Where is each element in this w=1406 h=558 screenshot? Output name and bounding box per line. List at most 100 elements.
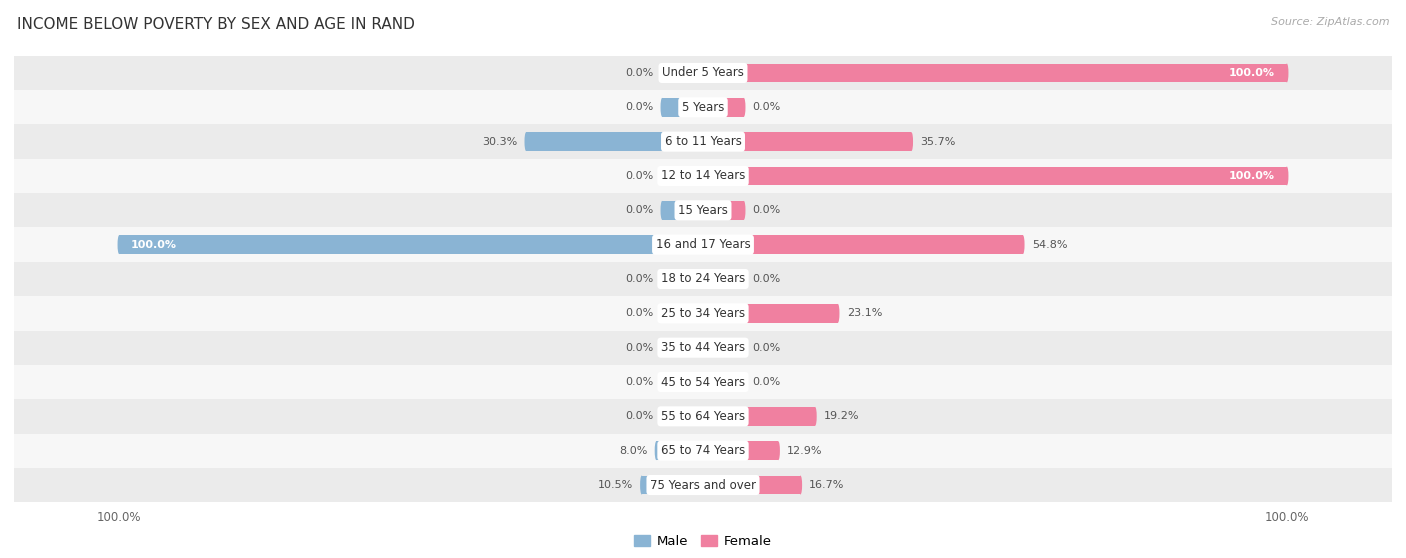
Text: 6 to 11 Years: 6 to 11 Years <box>665 135 741 148</box>
Bar <box>703 201 744 220</box>
Text: 54.8%: 54.8% <box>1032 240 1067 249</box>
Text: 0.0%: 0.0% <box>626 68 654 78</box>
Bar <box>662 64 703 83</box>
Bar <box>662 407 703 426</box>
Text: 15 Years: 15 Years <box>678 204 728 217</box>
Text: 25 to 34 Years: 25 to 34 Years <box>661 307 745 320</box>
Bar <box>703 441 779 460</box>
Bar <box>662 201 703 220</box>
Circle shape <box>1285 166 1288 185</box>
Circle shape <box>661 64 664 83</box>
Text: 35.7%: 35.7% <box>920 137 956 147</box>
Circle shape <box>661 304 664 323</box>
Text: 0.0%: 0.0% <box>752 205 780 215</box>
Bar <box>703 98 744 117</box>
Bar <box>662 166 703 185</box>
Text: 23.1%: 23.1% <box>846 309 882 318</box>
Text: 19.2%: 19.2% <box>824 411 859 421</box>
Bar <box>703 407 815 426</box>
Text: Source: ZipAtlas.com: Source: ZipAtlas.com <box>1271 17 1389 27</box>
Bar <box>703 338 744 357</box>
Bar <box>703 64 1286 83</box>
Bar <box>703 373 744 392</box>
Bar <box>662 373 703 392</box>
Legend: Male, Female: Male, Female <box>628 530 778 554</box>
Bar <box>0 262 1406 296</box>
Circle shape <box>661 407 664 426</box>
Circle shape <box>1021 235 1025 254</box>
Bar <box>0 330 1406 365</box>
Text: 0.0%: 0.0% <box>626 411 654 421</box>
Circle shape <box>1285 64 1288 83</box>
Bar <box>703 166 1286 185</box>
Circle shape <box>661 166 664 185</box>
Text: 12 to 14 Years: 12 to 14 Years <box>661 170 745 182</box>
Bar <box>0 399 1406 434</box>
Text: 65 to 74 Years: 65 to 74 Years <box>661 444 745 457</box>
Bar <box>0 228 1406 262</box>
Text: 0.0%: 0.0% <box>626 171 654 181</box>
Text: 100.0%: 100.0% <box>1229 171 1275 181</box>
Text: 100.0%: 100.0% <box>131 240 177 249</box>
Text: Under 5 Years: Under 5 Years <box>662 66 744 79</box>
Text: 35 to 44 Years: 35 to 44 Years <box>661 341 745 354</box>
Circle shape <box>661 373 664 392</box>
Bar <box>526 132 703 151</box>
Text: 12.9%: 12.9% <box>787 446 823 456</box>
Circle shape <box>118 235 121 254</box>
Bar <box>703 132 911 151</box>
Text: 10.5%: 10.5% <box>598 480 633 490</box>
Bar <box>703 270 744 288</box>
Bar <box>0 124 1406 159</box>
Bar <box>0 159 1406 193</box>
Bar <box>0 90 1406 124</box>
Bar <box>641 475 703 494</box>
Bar <box>0 365 1406 399</box>
Bar <box>703 475 800 494</box>
Text: 55 to 64 Years: 55 to 64 Years <box>661 410 745 423</box>
Circle shape <box>661 98 664 117</box>
Text: 0.0%: 0.0% <box>752 377 780 387</box>
Circle shape <box>640 475 644 494</box>
Text: 5 Years: 5 Years <box>682 101 724 114</box>
Bar <box>662 270 703 288</box>
Circle shape <box>742 338 745 357</box>
Circle shape <box>814 407 817 426</box>
Bar <box>120 235 703 254</box>
Bar <box>0 56 1406 90</box>
Bar <box>703 304 838 323</box>
Text: 0.0%: 0.0% <box>626 343 654 353</box>
Text: 8.0%: 8.0% <box>619 446 648 456</box>
Bar <box>0 193 1406 228</box>
Bar <box>657 441 703 460</box>
Bar <box>0 434 1406 468</box>
Circle shape <box>910 132 912 151</box>
Circle shape <box>661 201 664 220</box>
Text: 0.0%: 0.0% <box>752 102 780 112</box>
Circle shape <box>742 270 745 288</box>
Bar <box>662 98 703 117</box>
Circle shape <box>799 475 801 494</box>
Text: 0.0%: 0.0% <box>626 102 654 112</box>
Text: 0.0%: 0.0% <box>752 274 780 284</box>
Circle shape <box>661 338 664 357</box>
Text: 75 Years and over: 75 Years and over <box>650 479 756 492</box>
Text: 45 to 54 Years: 45 to 54 Years <box>661 376 745 388</box>
Circle shape <box>661 270 664 288</box>
Circle shape <box>837 304 839 323</box>
Circle shape <box>742 201 745 220</box>
Text: INCOME BELOW POVERTY BY SEX AND AGE IN RAND: INCOME BELOW POVERTY BY SEX AND AGE IN R… <box>17 17 415 32</box>
Text: 0.0%: 0.0% <box>626 309 654 318</box>
Text: 16.7%: 16.7% <box>810 480 845 490</box>
Circle shape <box>742 98 745 117</box>
Text: 30.3%: 30.3% <box>482 137 517 147</box>
Circle shape <box>742 373 745 392</box>
Bar <box>703 235 1024 254</box>
Bar <box>0 296 1406 330</box>
Text: 0.0%: 0.0% <box>626 205 654 215</box>
Circle shape <box>655 441 658 460</box>
Text: 100.0%: 100.0% <box>1229 68 1275 78</box>
Bar <box>0 468 1406 502</box>
Text: 0.0%: 0.0% <box>626 377 654 387</box>
Text: 0.0%: 0.0% <box>752 343 780 353</box>
